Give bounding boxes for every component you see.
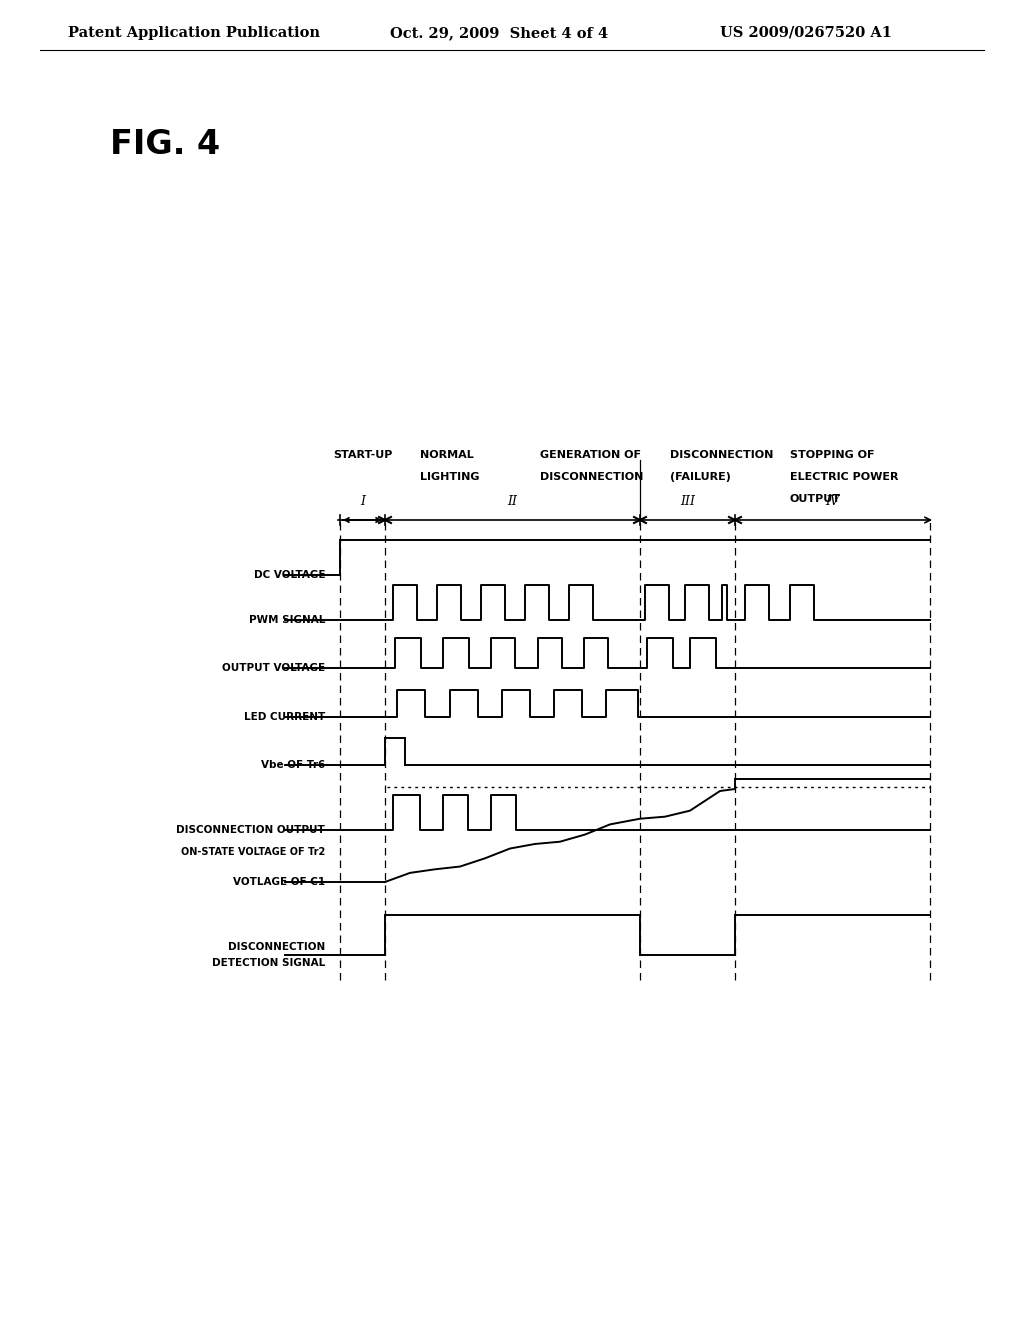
Text: ON-STATE VOLTAGE OF Tr2: ON-STATE VOLTAGE OF Tr2 (181, 847, 325, 857)
Text: II: II (508, 495, 517, 508)
Text: DISCONNECTION: DISCONNECTION (540, 473, 643, 482)
Text: START-UP: START-UP (333, 450, 392, 459)
Text: DISCONNECTION OUTPUT: DISCONNECTION OUTPUT (176, 825, 325, 836)
Text: NORMAL: NORMAL (420, 450, 474, 459)
Text: GENERATION OF: GENERATION OF (540, 450, 641, 459)
Text: Vbe OF Tr6: Vbe OF Tr6 (261, 760, 325, 770)
Text: OUTPUT VOLTAGE: OUTPUT VOLTAGE (222, 663, 325, 673)
Text: DETECTION SIGNAL: DETECTION SIGNAL (212, 958, 325, 968)
Text: LED CURRENT: LED CURRENT (244, 711, 325, 722)
Text: VOTLAGE OF C1: VOTLAGE OF C1 (232, 876, 325, 887)
Text: DISCONNECTION: DISCONNECTION (227, 942, 325, 952)
Text: (FAILURE): (FAILURE) (670, 473, 731, 482)
Text: PWM SIGNAL: PWM SIGNAL (249, 615, 325, 624)
Text: IV: IV (825, 495, 840, 508)
Text: FIG. 4: FIG. 4 (110, 128, 220, 161)
Text: LIGHTING: LIGHTING (420, 473, 479, 482)
Text: OUTPUT: OUTPUT (790, 494, 841, 504)
Text: ELECTRIC POWER: ELECTRIC POWER (790, 473, 898, 482)
Text: US 2009/0267520 A1: US 2009/0267520 A1 (720, 26, 892, 40)
Text: DC VOLTAGE: DC VOLTAGE (254, 570, 325, 579)
Text: I: I (360, 495, 365, 508)
Text: Patent Application Publication: Patent Application Publication (68, 26, 319, 40)
Text: STOPPING OF: STOPPING OF (790, 450, 874, 459)
Text: Oct. 29, 2009  Sheet 4 of 4: Oct. 29, 2009 Sheet 4 of 4 (390, 26, 608, 40)
Text: DISCONNECTION: DISCONNECTION (670, 450, 773, 459)
Text: III: III (680, 495, 695, 508)
